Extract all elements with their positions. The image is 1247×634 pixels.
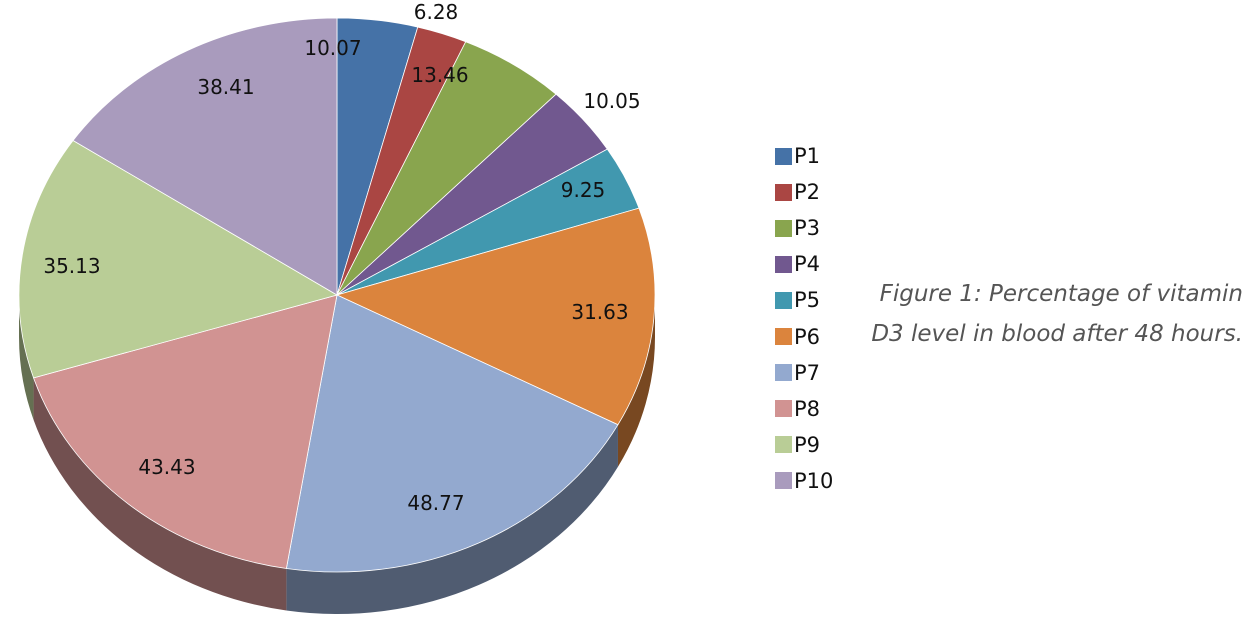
legend-label: P8 (794, 396, 821, 421)
pie-side-p8 (33, 377, 287, 611)
value-label-p3: 13.46 (411, 63, 468, 87)
legend-swatch (775, 255, 792, 273)
legend-item-p5: P5 (775, 282, 833, 318)
pie-slice-p9 (18, 139, 339, 379)
legend-swatch (775, 147, 792, 165)
legend-item-p2: P2 (775, 174, 833, 210)
value-label-p4: 10.05 (583, 89, 640, 113)
legend-item-p7: P7 (775, 355, 833, 391)
value-label-p5: 9.25 (561, 178, 606, 202)
legend-item-p8: P8 (775, 391, 833, 427)
legend: P1 P2 P3 P4 P5 P6 P7 P8 P9 P10 (775, 138, 833, 499)
legend-swatch (775, 328, 792, 346)
legend-label: P3 (794, 216, 821, 241)
legend-label: P5 (794, 288, 821, 313)
caption-line-2: D3 level in blood after 48 hours. (871, 321, 1243, 347)
legend-item-p1: P1 (775, 138, 833, 174)
pie-sides (19, 295, 655, 614)
legend-swatch (775, 436, 792, 454)
pie-side-p6 (617, 295, 655, 467)
pie-slice-p6 (335, 207, 656, 426)
legend-swatch (775, 183, 792, 201)
legend-item-p6: P6 (775, 318, 833, 354)
value-label-p7: 48.77 (407, 491, 464, 515)
legend-swatch (775, 291, 792, 309)
legend-label: P7 (794, 360, 821, 385)
pie-chart: 10.07 6.28 13.46 10.05 9.25 31.63 48.77 43.43 35… (18, 0, 656, 614)
value-label-p2: 6.28 (414, 0, 459, 24)
value-label-p1: 10.07 (304, 36, 361, 60)
legend-swatch (775, 219, 792, 237)
legend-item-p9: P9 (775, 427, 833, 463)
legend-label: P1 (794, 144, 821, 169)
pie-slices (18, 17, 656, 573)
figure-caption: Figure 1: Percentage of vitamin D3 level… (871, 274, 1243, 354)
pie-side-p9 (19, 295, 34, 420)
legend-label: P10 (794, 468, 834, 493)
legend-item-p3: P3 (775, 210, 833, 246)
pie-slice-p7 (285, 294, 619, 573)
legend-label: P9 (794, 432, 821, 457)
legend-swatch (775, 400, 792, 418)
legend-item-p10: P10 (775, 463, 833, 499)
value-label-p6: 31.63 (571, 300, 628, 324)
legend-label: P4 (794, 252, 821, 277)
value-label-p10: 38.41 (197, 75, 254, 99)
legend-swatch (775, 472, 792, 490)
pie-slice-p8 (33, 294, 338, 569)
pie-slice-p10 (72, 17, 338, 296)
pie-side-p7 (286, 424, 618, 614)
legend-swatch (775, 364, 792, 382)
value-label-p9: 35.13 (43, 254, 100, 278)
pie-value-labels: 10.07 6.28 13.46 10.05 9.25 31.63 48.77 43.43 35… (43, 0, 640, 515)
legend-label: P2 (794, 180, 821, 205)
value-label-p8: 43.43 (138, 455, 195, 479)
legend-item-p4: P4 (775, 246, 833, 282)
caption-line-1: Figure 1: Percentage of vitamin (879, 281, 1243, 307)
legend-label: P6 (794, 324, 821, 349)
